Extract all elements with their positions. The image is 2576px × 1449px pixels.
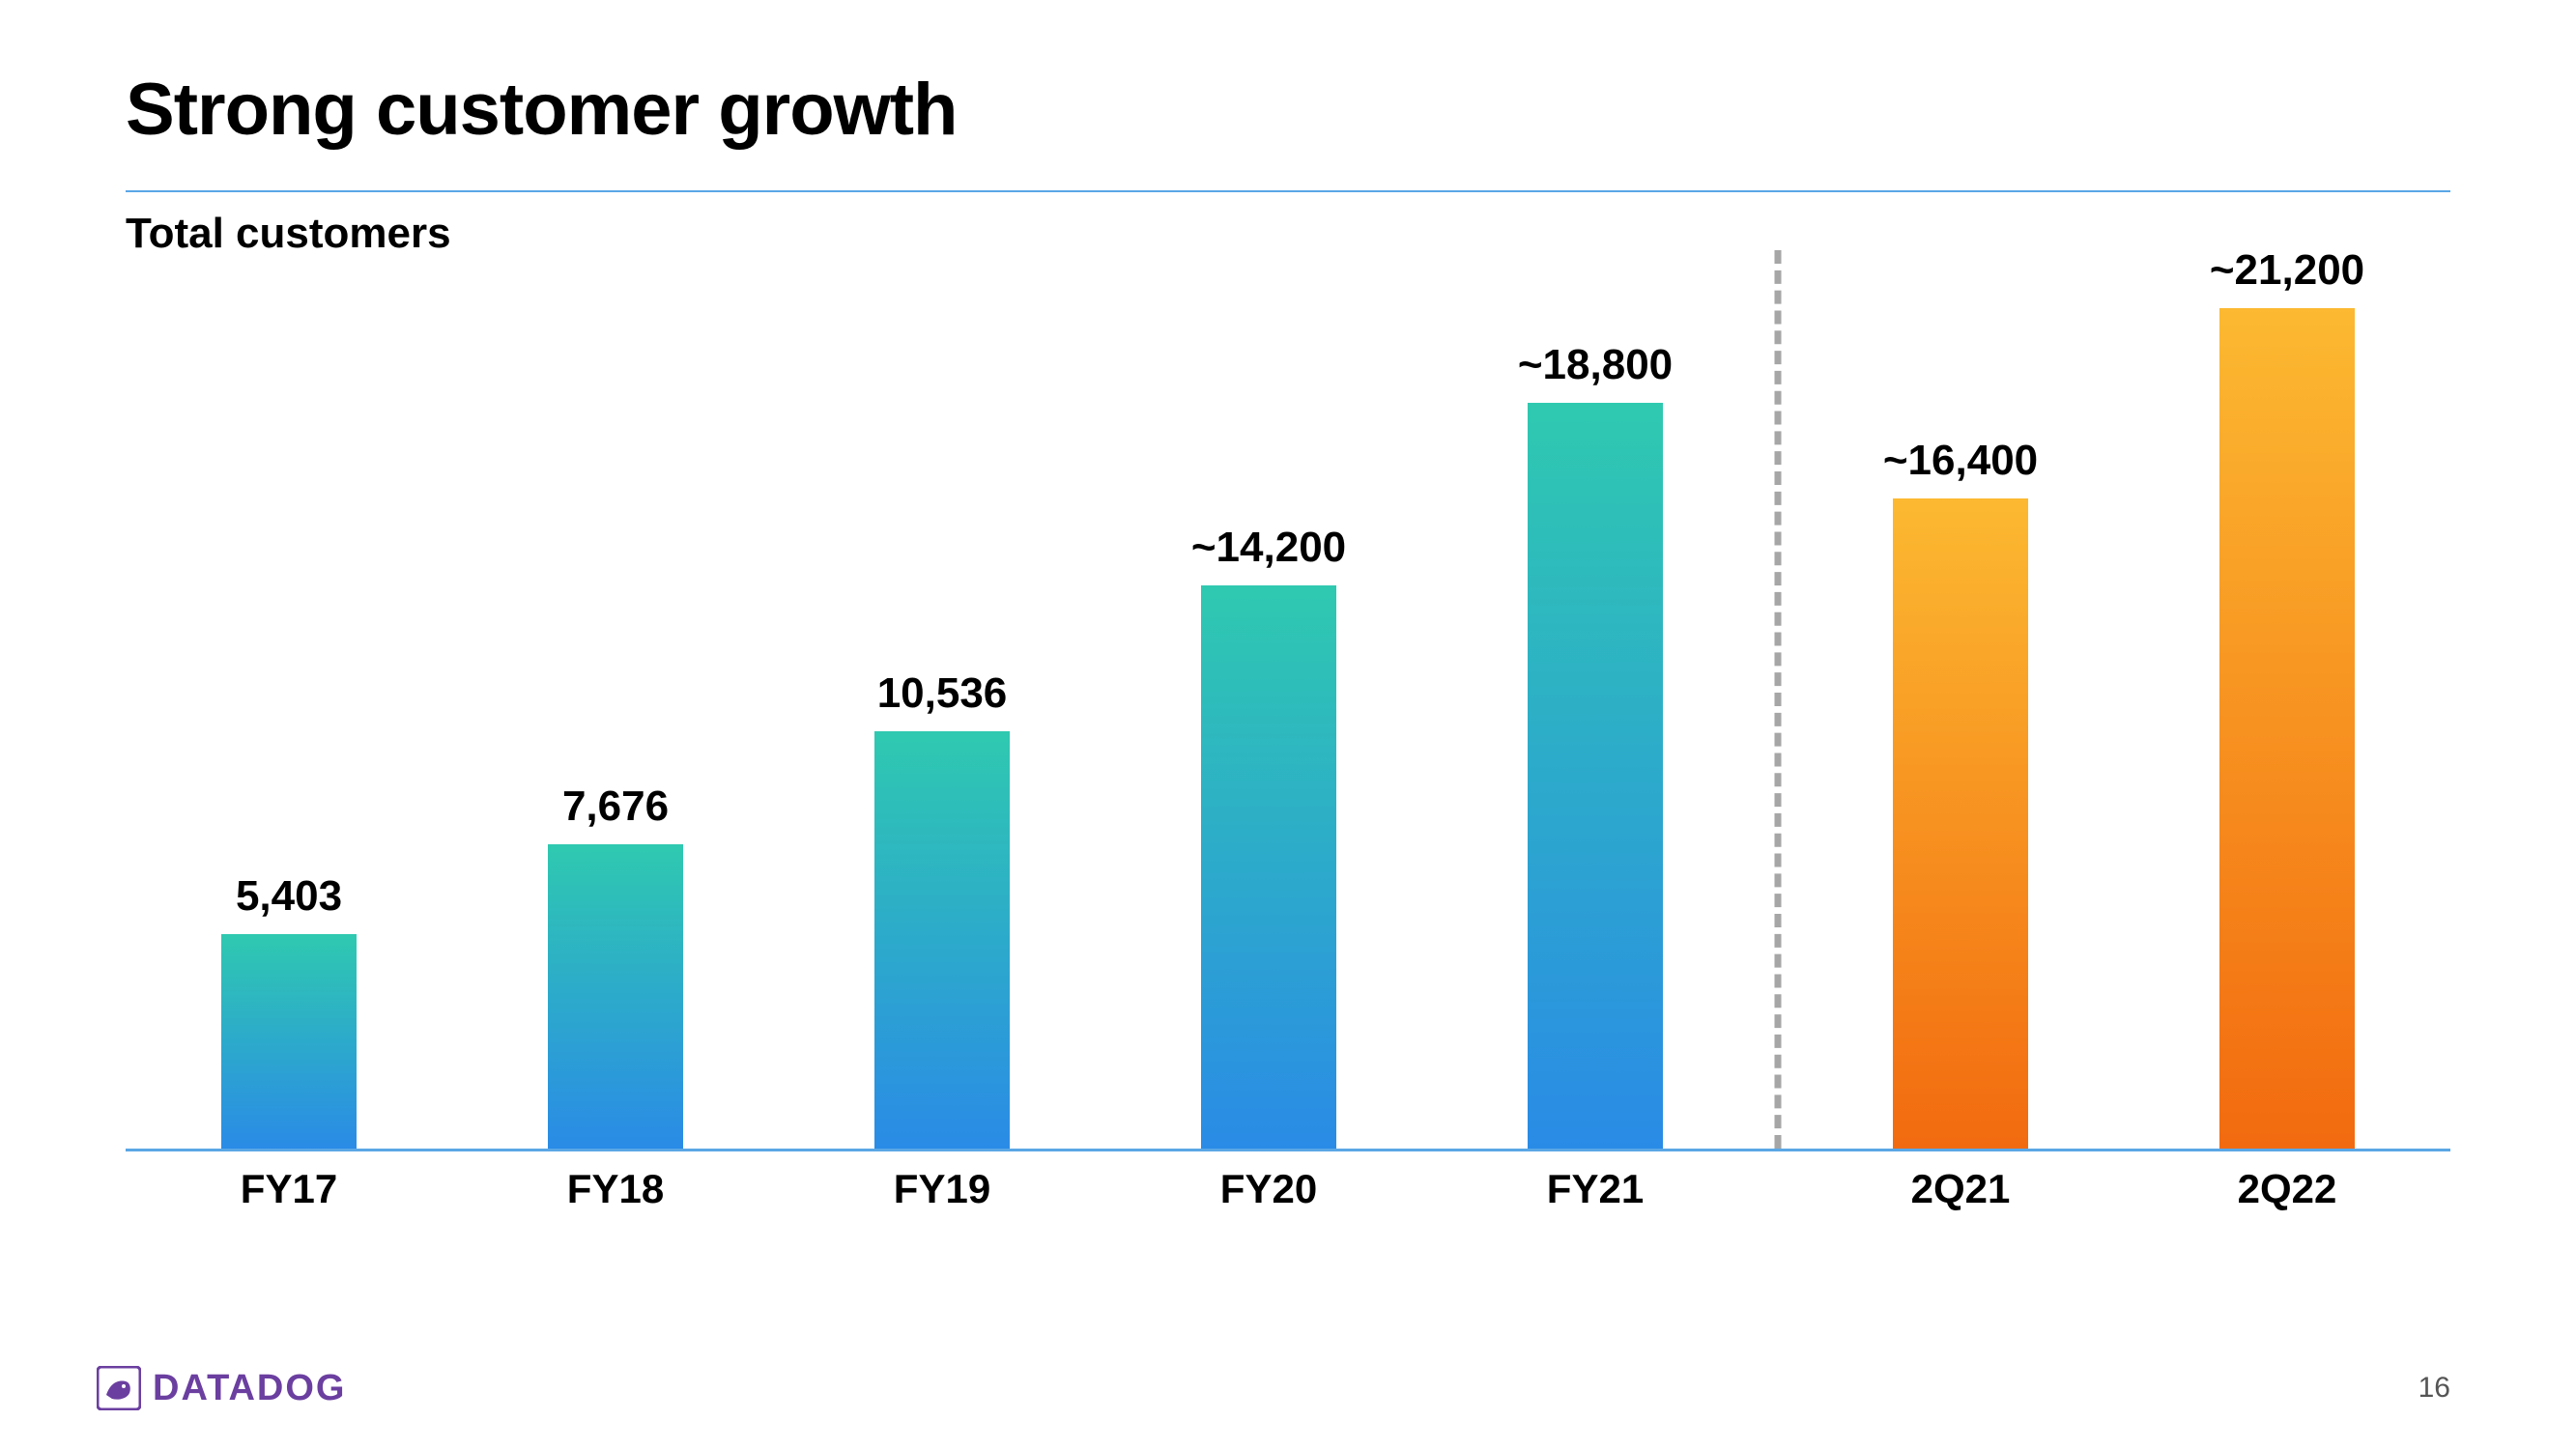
bar xyxy=(1528,403,1663,1149)
bar-cell: ~18,800 xyxy=(1432,341,1759,1149)
x-axis-label: FY19 xyxy=(779,1166,1105,1224)
bar-value-label: ~21,200 xyxy=(2210,246,2364,295)
bar xyxy=(548,844,683,1149)
x-axis-label: FY21 xyxy=(1432,1166,1759,1224)
x-axis-label: FY18 xyxy=(452,1166,779,1224)
chart-subtitle: Total customers xyxy=(126,210,2450,258)
x-axis-label: FY17 xyxy=(126,1166,452,1224)
bar xyxy=(221,934,357,1149)
bar xyxy=(874,731,1010,1149)
title-divider xyxy=(126,190,2450,192)
x-axis-label: FY20 xyxy=(1105,1166,1432,1224)
bar-value-label: 5,403 xyxy=(236,872,342,921)
x-axis-labels: FY17FY18FY19FY20FY21 2Q212Q22 xyxy=(126,1166,2450,1224)
x-axis-label: 2Q22 xyxy=(2124,1166,2450,1224)
slide: Strong customer growth Total customers 5… xyxy=(0,0,2576,1449)
bar-cell: 5,403 xyxy=(126,872,452,1149)
bar-cell: 7,676 xyxy=(452,782,779,1149)
bar-value-label: ~14,200 xyxy=(1191,524,1346,572)
datadog-icon xyxy=(97,1366,141,1410)
brand-name: DATADOG xyxy=(153,1368,346,1409)
slide-footer: DATADOG 16 xyxy=(97,1366,2450,1410)
bar xyxy=(2219,308,2355,1149)
brand-logo: DATADOG xyxy=(97,1366,346,1410)
bar-value-label: 10,536 xyxy=(877,669,1008,718)
page-number: 16 xyxy=(2419,1372,2450,1405)
bar-cell: ~21,200 xyxy=(2124,246,2450,1149)
bars-row: 5,4037,67610,536~14,200~18,800~16,400~21… xyxy=(126,279,2450,1149)
chart-baseline xyxy=(126,1149,2450,1151)
bar xyxy=(1893,498,2028,1149)
bar-value-label: ~18,800 xyxy=(1518,341,1673,389)
customers-bar-chart: 5,4037,67610,536~14,200~18,800~16,400~21… xyxy=(126,277,2450,1224)
bar-value-label: 7,676 xyxy=(562,782,669,831)
bar xyxy=(1201,585,1336,1149)
x-axis-spacer xyxy=(1759,1166,1797,1224)
bar-value-label: ~16,400 xyxy=(1883,437,2038,485)
bar-cell: ~14,200 xyxy=(1105,524,1432,1149)
bar-cell: 10,536 xyxy=(779,669,1105,1149)
slide-title: Strong customer growth xyxy=(126,68,2450,152)
bar-cell: ~16,400 xyxy=(1797,437,2124,1149)
x-axis-label: 2Q21 xyxy=(1797,1166,2124,1224)
